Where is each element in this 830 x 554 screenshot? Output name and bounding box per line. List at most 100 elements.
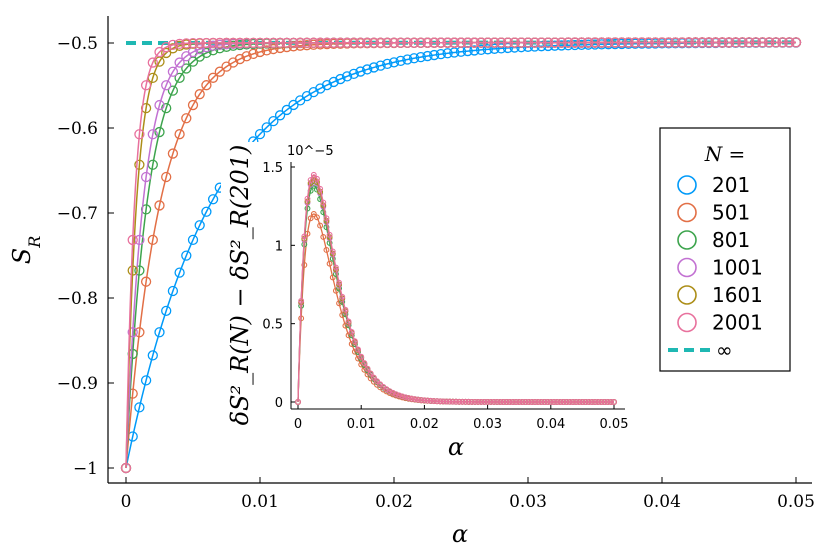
inset-series-point-2001 — [332, 264, 339, 271]
inset-series-point-2001 — [462, 398, 469, 405]
series-point-201 — [556, 40, 567, 51]
inset-series-point-2001 — [588, 399, 595, 405]
y-axis-label: SR — [8, 236, 44, 265]
inset-series-point-2001 — [298, 297, 305, 304]
series-point-2001 — [556, 37, 567, 48]
series-point-2001 — [174, 38, 185, 49]
inset-series-point-2001 — [503, 399, 510, 405]
series-point-201 — [161, 305, 172, 316]
series-point-201 — [502, 42, 514, 54]
inset-series-point-2001 — [551, 399, 557, 405]
series-point-2001 — [502, 37, 514, 48]
series-point-1601 — [134, 159, 145, 170]
inset-series-point-2001 — [345, 318, 352, 325]
series-point-2001 — [288, 37, 299, 48]
inset-series-point-2001 — [500, 399, 507, 405]
legend-marker-1601 — [677, 285, 697, 305]
x-tick-label: 0.02 — [375, 492, 413, 512]
series-point-2001 — [402, 37, 413, 48]
series-point-201 — [254, 128, 266, 140]
series-point-201 — [321, 79, 333, 91]
series-point-2001 — [348, 37, 359, 48]
inset-series-point-2001 — [525, 399, 532, 405]
inset-series-point-2001 — [541, 399, 548, 405]
series-point-801 — [161, 102, 172, 114]
series-point-201 — [348, 68, 359, 80]
series-point-201 — [382, 58, 393, 70]
inset-y-tick-label: 1 — [275, 239, 283, 254]
inset-series-point-2001 — [532, 399, 538, 405]
inset-series-point-2001 — [563, 399, 570, 405]
series-point-2001 — [777, 37, 788, 48]
inset-series-point-2001 — [427, 397, 434, 404]
series-point-2001 — [442, 37, 453, 48]
inset-series-point-501 — [317, 222, 324, 229]
series-point-201 — [563, 40, 574, 51]
inset-series-point-2001 — [554, 399, 561, 405]
inset-y-multiplier: 10^−5 — [287, 144, 334, 159]
legend-title: N = — [704, 142, 746, 166]
series-point-2001 — [382, 37, 393, 48]
series-point-2001 — [482, 37, 493, 48]
inset-series-point-2001 — [547, 399, 554, 405]
series-point-201 — [402, 54, 413, 65]
series-point-201 — [268, 115, 279, 127]
series-point-501 — [140, 276, 152, 287]
inset-series-point-501 — [320, 233, 327, 240]
series-point-2001 — [469, 37, 480, 48]
series-point-2001 — [140, 80, 152, 91]
x-tick-label: 0.03 — [509, 492, 547, 512]
legend-label-2001: 2001 — [712, 311, 763, 335]
series-point-2001 — [563, 37, 574, 48]
series-point-501 — [181, 113, 192, 124]
series-point-501 — [167, 148, 179, 159]
series-point-2001 — [127, 234, 138, 246]
series-point-2001 — [201, 37, 212, 49]
series-point-501 — [147, 234, 158, 246]
inset-series-point-2001 — [611, 399, 617, 405]
series-point-2001 — [549, 37, 560, 48]
series-point-2001 — [676, 37, 688, 48]
inset-series-point-2001 — [355, 346, 361, 353]
series-point-2001 — [656, 37, 668, 48]
series-point-1001 — [167, 66, 179, 77]
series-point-2001 — [395, 37, 406, 48]
series-point-2001 — [214, 37, 225, 49]
series-point-2001 — [449, 37, 460, 48]
series-point-201 — [475, 44, 487, 56]
inset-series-point-2001 — [468, 398, 475, 405]
series-point-201 — [395, 55, 406, 67]
y-tick-label: −0.5 — [57, 34, 98, 54]
inset-series-point-2001 — [348, 328, 355, 335]
inset-series-point-2001 — [446, 398, 453, 405]
series-point-2001 — [281, 37, 292, 48]
series-point-201 — [496, 43, 507, 54]
inset-series-point-2001 — [509, 399, 516, 405]
series-point-2001 — [254, 37, 266, 49]
inset-series-point-2001 — [326, 231, 333, 238]
series-point-2001 — [670, 37, 681, 48]
series-point-2001 — [576, 37, 587, 48]
inset-series-point-2001 — [434, 398, 440, 405]
inset-series-point-2001 — [370, 374, 377, 381]
inset-x-tick-label: 0.05 — [600, 417, 629, 432]
inset-x-tick-label: 0.02 — [410, 417, 439, 432]
series-point-2001 — [335, 37, 346, 48]
series-point-201 — [315, 83, 326, 94]
series-point-2001 — [730, 37, 741, 48]
series-point-2001 — [717, 37, 728, 48]
series-point-201 — [328, 76, 339, 88]
series-point-501 — [241, 51, 252, 62]
inset-series-point-2001 — [576, 399, 583, 405]
inset-series-point-2001 — [528, 399, 535, 405]
series-point-2001 — [328, 37, 339, 48]
series-point-2001 — [187, 37, 199, 49]
series-point-2001 — [147, 57, 158, 68]
inset-y-tick-label: 0.5 — [262, 318, 283, 333]
inset-series-point-2001 — [342, 306, 349, 313]
inset-series-point-2001 — [320, 199, 327, 206]
series-point-2001 — [710, 37, 721, 48]
inset-series-point-2001 — [405, 395, 412, 402]
series-point-1001 — [174, 57, 185, 68]
